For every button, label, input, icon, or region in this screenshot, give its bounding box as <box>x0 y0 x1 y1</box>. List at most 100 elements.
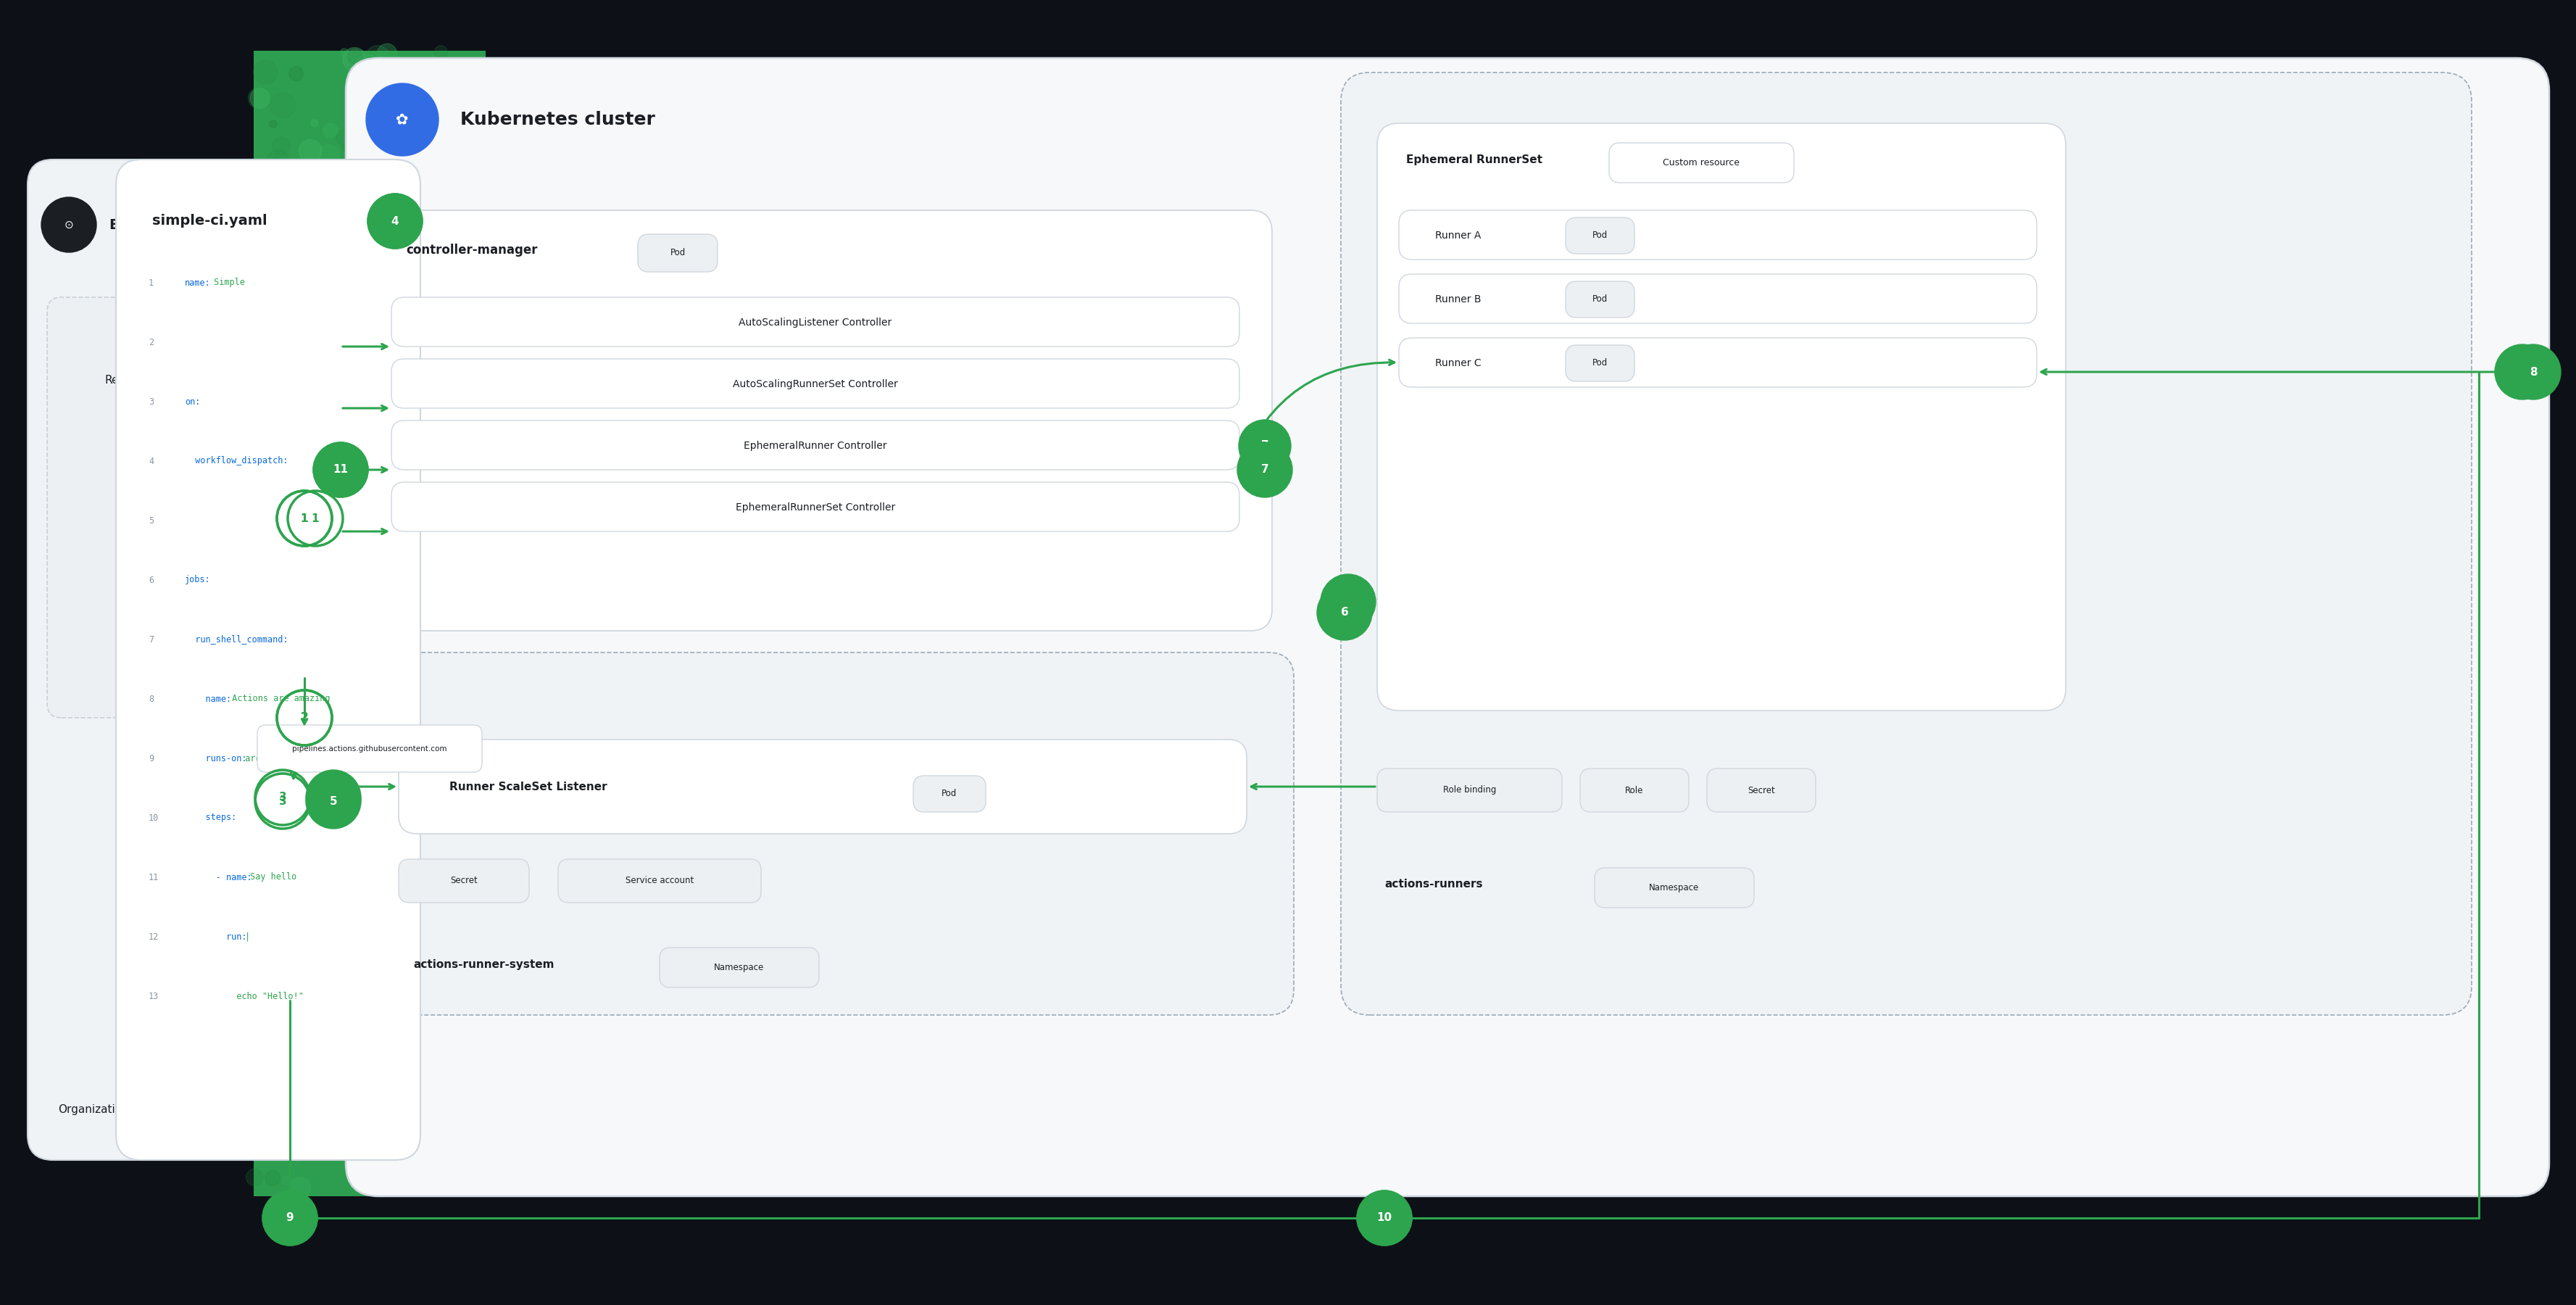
Circle shape <box>332 699 350 718</box>
Circle shape <box>366 595 389 619</box>
Circle shape <box>273 423 289 438</box>
Circle shape <box>345 1112 368 1137</box>
Text: run:: run: <box>185 932 247 941</box>
Text: 4: 4 <box>149 457 155 466</box>
Circle shape <box>340 638 358 656</box>
Circle shape <box>371 726 379 732</box>
Circle shape <box>448 998 459 1010</box>
Circle shape <box>440 893 464 917</box>
Circle shape <box>350 251 363 262</box>
FancyBboxPatch shape <box>1595 868 1754 908</box>
Circle shape <box>361 77 374 90</box>
Circle shape <box>376 1023 399 1047</box>
Circle shape <box>389 529 415 553</box>
Circle shape <box>389 408 392 412</box>
Text: 7: 7 <box>1262 440 1267 452</box>
Circle shape <box>319 438 337 458</box>
FancyBboxPatch shape <box>392 482 1239 531</box>
Circle shape <box>299 599 304 606</box>
Circle shape <box>397 548 417 569</box>
Circle shape <box>371 1005 379 1013</box>
Circle shape <box>453 868 461 874</box>
Circle shape <box>386 184 397 197</box>
Circle shape <box>371 907 381 916</box>
FancyBboxPatch shape <box>1708 769 1816 812</box>
Circle shape <box>438 77 446 84</box>
Circle shape <box>386 633 399 646</box>
Circle shape <box>247 607 263 621</box>
Text: Simple: Simple <box>209 278 245 287</box>
Text: arc-test-runner: arc-test-runner <box>240 754 322 763</box>
Circle shape <box>337 825 353 839</box>
FancyBboxPatch shape <box>374 210 1273 630</box>
Circle shape <box>242 529 268 555</box>
Circle shape <box>265 296 278 309</box>
Circle shape <box>317 515 327 525</box>
Circle shape <box>250 89 270 108</box>
Circle shape <box>422 766 430 775</box>
Text: on:: on: <box>185 397 201 406</box>
FancyBboxPatch shape <box>1399 338 2038 388</box>
Circle shape <box>294 865 301 872</box>
Circle shape <box>368 493 386 510</box>
Circle shape <box>374 1002 384 1011</box>
Circle shape <box>327 1133 340 1144</box>
Circle shape <box>430 812 443 823</box>
Circle shape <box>317 350 325 359</box>
Text: Pod: Pod <box>1592 231 1607 240</box>
Circle shape <box>260 941 276 958</box>
Circle shape <box>312 552 335 574</box>
Circle shape <box>299 339 307 346</box>
Circle shape <box>348 902 368 923</box>
Circle shape <box>384 626 394 636</box>
Circle shape <box>355 744 361 749</box>
Circle shape <box>273 703 299 728</box>
Circle shape <box>263 1190 317 1245</box>
Circle shape <box>312 1053 327 1069</box>
Circle shape <box>384 57 404 80</box>
Text: 8: 8 <box>2519 367 2527 377</box>
Circle shape <box>350 655 358 663</box>
Text: Organization: Organization <box>59 1104 129 1114</box>
Text: Runner ScaleSet Listener: Runner ScaleSet Listener <box>448 782 608 792</box>
Circle shape <box>307 774 361 829</box>
Text: api.github.com: api.github.com <box>252 577 355 590</box>
Circle shape <box>456 317 469 329</box>
Text: 11: 11 <box>332 465 348 475</box>
Text: Namespace: Namespace <box>714 963 765 972</box>
Circle shape <box>363 170 371 177</box>
Circle shape <box>366 46 392 70</box>
Circle shape <box>325 756 335 767</box>
Circle shape <box>245 238 268 260</box>
Circle shape <box>412 168 438 193</box>
Circle shape <box>276 1000 294 1019</box>
Text: 6: 6 <box>1345 596 1352 607</box>
FancyBboxPatch shape <box>1610 142 1793 183</box>
Circle shape <box>438 1027 459 1048</box>
Circle shape <box>459 518 471 530</box>
Circle shape <box>479 102 484 107</box>
Circle shape <box>332 402 358 427</box>
Circle shape <box>268 150 289 171</box>
Circle shape <box>355 424 379 449</box>
Circle shape <box>304 193 325 214</box>
Circle shape <box>330 348 355 373</box>
Text: |: | <box>240 932 250 941</box>
Circle shape <box>276 1061 283 1067</box>
Circle shape <box>270 1103 291 1125</box>
Circle shape <box>464 654 477 667</box>
Circle shape <box>299 467 325 492</box>
Text: EphemeralRunnerSet Controller: EphemeralRunnerSet Controller <box>737 502 896 513</box>
Circle shape <box>435 1159 456 1178</box>
Circle shape <box>252 60 278 84</box>
Circle shape <box>425 746 448 770</box>
FancyBboxPatch shape <box>46 298 265 718</box>
Circle shape <box>422 658 433 671</box>
Circle shape <box>353 304 376 328</box>
Circle shape <box>384 676 407 699</box>
Text: Actions are amazing: Actions are amazing <box>227 694 330 703</box>
Circle shape <box>446 923 456 933</box>
Circle shape <box>286 1138 291 1146</box>
Circle shape <box>283 1176 291 1185</box>
Circle shape <box>407 1163 420 1176</box>
